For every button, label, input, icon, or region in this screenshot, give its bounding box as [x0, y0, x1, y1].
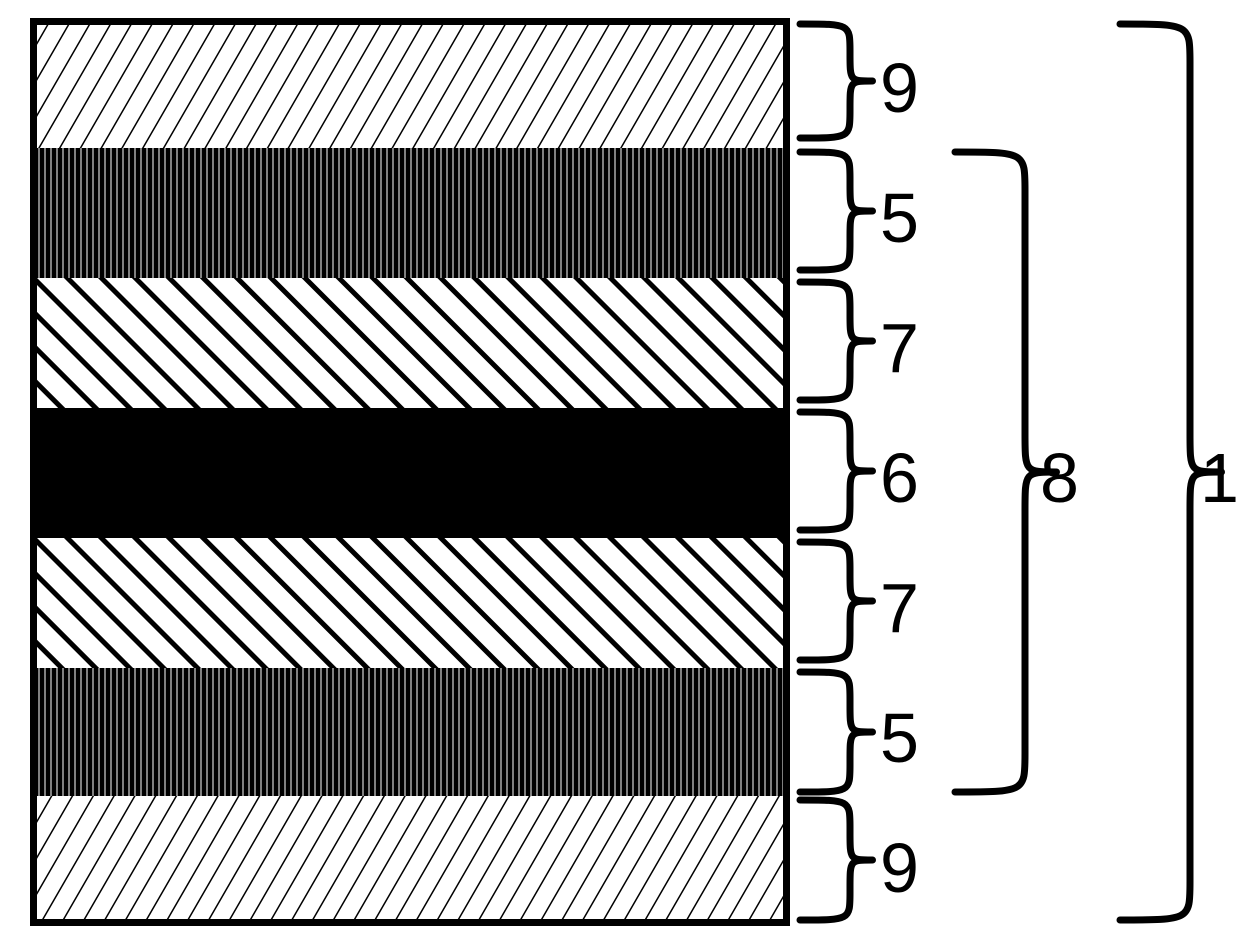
diagram-stage: 9576759810	[0, 0, 1240, 942]
brace-group-1	[0, 0, 1240, 942]
label-group-1: 10	[1200, 438, 1240, 518]
